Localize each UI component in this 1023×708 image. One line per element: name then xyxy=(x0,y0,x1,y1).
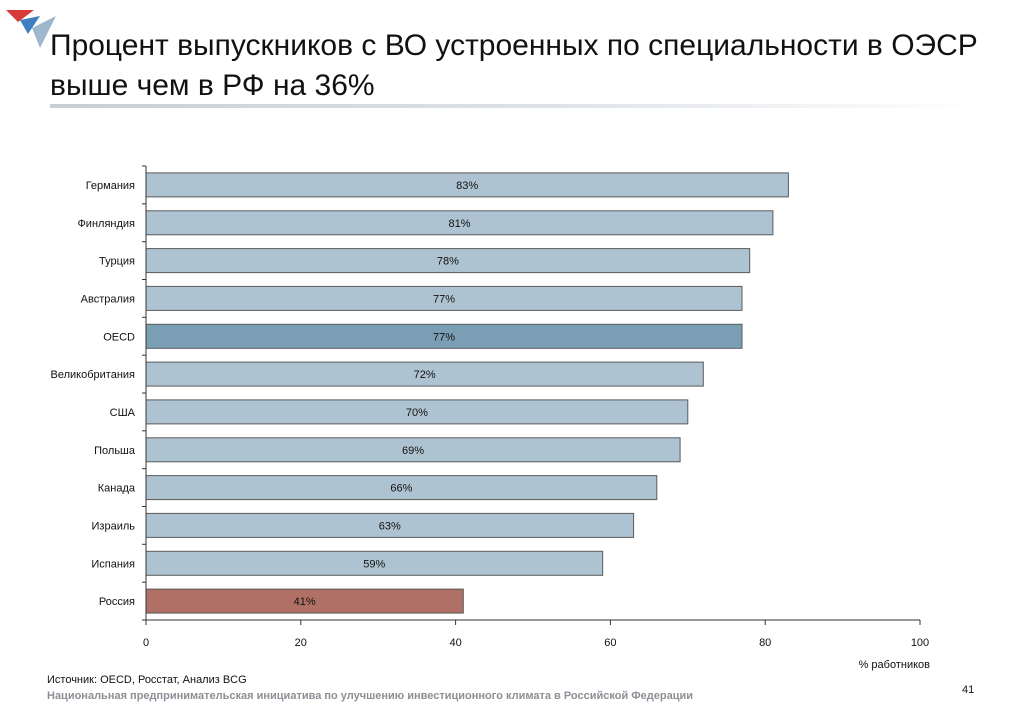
category-label-2: Турция xyxy=(99,256,135,268)
bar-3 xyxy=(145,285,743,311)
bar-4 xyxy=(145,323,743,349)
data-label-8: 66% xyxy=(390,483,412,495)
data-label-2: 78% xyxy=(437,256,459,268)
bar-5 xyxy=(145,361,704,387)
category-label-9: Израиль xyxy=(92,520,136,532)
data-label-7: 69% xyxy=(402,445,424,457)
x-tick-label-5: 100 xyxy=(911,637,929,649)
data-label-4: 77% xyxy=(433,331,455,343)
data-label-1: 81% xyxy=(448,218,470,230)
category-label-3: Австралия xyxy=(81,293,135,305)
source-note: Источник: OECD, Росстат, Анализ BCG xyxy=(47,674,247,686)
category-label-8: Канада xyxy=(98,483,136,495)
bar-1 xyxy=(145,210,774,236)
category-label-4: OECD xyxy=(103,331,135,343)
page-number: 41 xyxy=(962,684,975,696)
page-title: Процент выпускников с ВО устроенных по с… xyxy=(50,29,978,102)
data-label-6: 70% xyxy=(406,407,428,419)
category-label-10: Испания xyxy=(91,558,135,570)
bar-9 xyxy=(145,512,635,538)
x-axis-label: % работников xyxy=(859,659,931,671)
x-tick-label-2: 40 xyxy=(449,637,461,649)
data-label-11: 41% xyxy=(294,596,316,608)
category-label-0: Германия xyxy=(86,180,135,192)
footer-organization: Национальная предпринимательская инициат… xyxy=(47,690,694,702)
x-tick-label-3: 60 xyxy=(604,637,616,649)
data-label-5: 72% xyxy=(414,369,436,381)
data-label-3: 77% xyxy=(433,293,455,305)
x-tick-label-4: 80 xyxy=(759,637,771,649)
x-tick-label-0: 0 xyxy=(143,637,149,649)
logo-light-wing xyxy=(32,16,56,48)
bar-8 xyxy=(145,475,658,501)
category-label-5: Великобритания xyxy=(51,369,136,381)
data-label-10: 59% xyxy=(363,558,385,570)
title-divider xyxy=(50,104,980,108)
logo-icon xyxy=(6,10,56,48)
bar-10 xyxy=(145,550,604,576)
data-label-9: 63% xyxy=(379,520,401,532)
category-label-1: Финляндия xyxy=(77,218,135,230)
x-tick-label-1: 20 xyxy=(295,637,307,649)
category-label-6: США xyxy=(110,407,136,419)
data-label-0: 83% xyxy=(456,180,478,192)
category-label-11: Россия xyxy=(99,596,135,608)
category-label-7: Польша xyxy=(94,445,136,457)
bar-7 xyxy=(145,437,681,463)
logo-red-wing xyxy=(6,10,34,22)
logo-blue-wing xyxy=(20,16,40,34)
